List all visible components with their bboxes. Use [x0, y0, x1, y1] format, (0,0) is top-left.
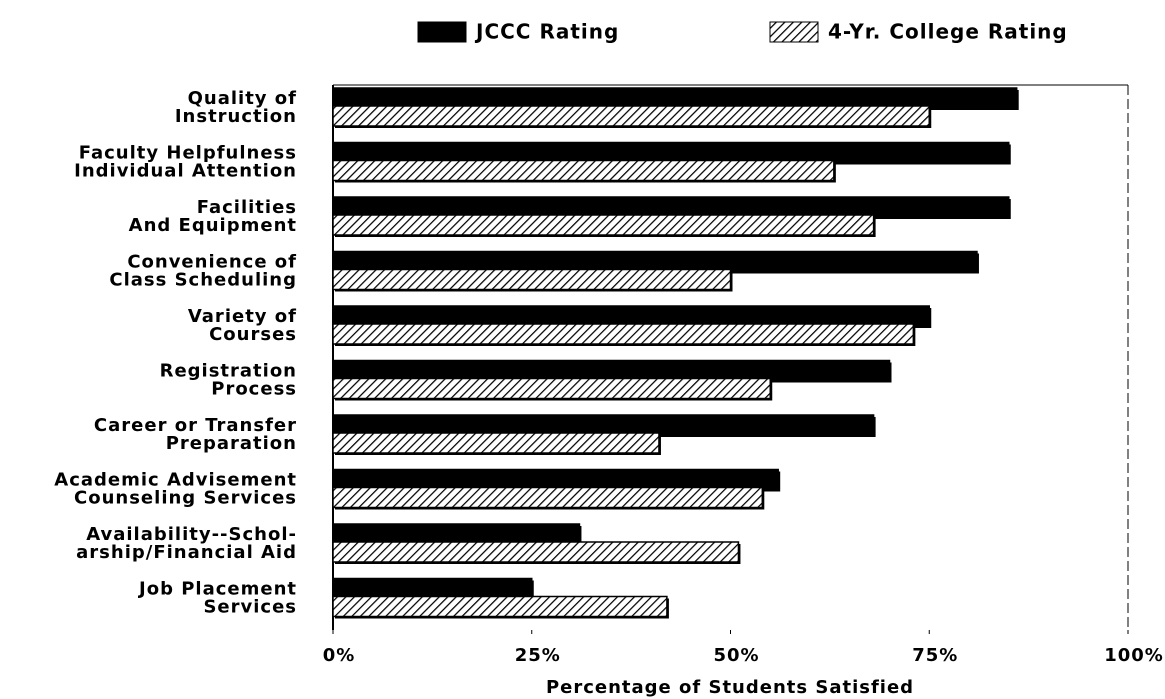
category-label: Registration Process: [160, 361, 297, 400]
x-axis-label: Percentage of Students Satisfied: [546, 677, 914, 698]
legend-swatch: [769, 21, 819, 43]
category-label: Job Placement Services: [137, 579, 297, 618]
bar: [332, 486, 764, 509]
bar: [332, 305, 930, 327]
legend-label: 4-Yr. College Rating: [828, 20, 1068, 44]
bar: [332, 141, 1010, 164]
bar: [332, 377, 771, 400]
bar: [332, 468, 779, 491]
category-label: Faculty Helpfulness Individual Attention: [74, 143, 297, 182]
bar: [332, 323, 915, 345]
x-tick-label: 0%: [323, 645, 356, 666]
category-label: Quality of Instruction: [175, 88, 297, 127]
category-label: Academic Advisement Counseling Services: [54, 470, 297, 509]
bar: [332, 523, 581, 545]
bar: [332, 541, 740, 563]
bar: [332, 432, 660, 454]
x-tick-label: 100%: [1104, 645, 1164, 666]
bar: [332, 250, 978, 273]
bar: [332, 595, 668, 618]
category-label: Availability--Schol-arship/Financial Aid: [76, 524, 297, 563]
bar: [332, 105, 930, 127]
bar: [332, 214, 875, 236]
bar: [332, 196, 1010, 218]
x-tick-label: 50%: [713, 645, 759, 666]
legend-swatch: [417, 21, 467, 43]
bar: [332, 577, 533, 600]
category-label: Facilities And Equipment: [129, 197, 297, 236]
category-label: Career or Transfer Preparation: [94, 415, 297, 454]
bar: [332, 414, 875, 436]
legend-label: JCCC Rating: [474, 20, 619, 44]
x-tick-label: 25%: [515, 645, 561, 666]
bar: [332, 159, 835, 182]
category-label: Convenience of Class Scheduling: [109, 252, 297, 291]
x-tick-label: 75%: [912, 645, 958, 666]
category-label: Variety of Courses: [188, 306, 297, 345]
bar: [332, 359, 891, 382]
bar: [332, 268, 732, 291]
bar: [332, 87, 1018, 109]
